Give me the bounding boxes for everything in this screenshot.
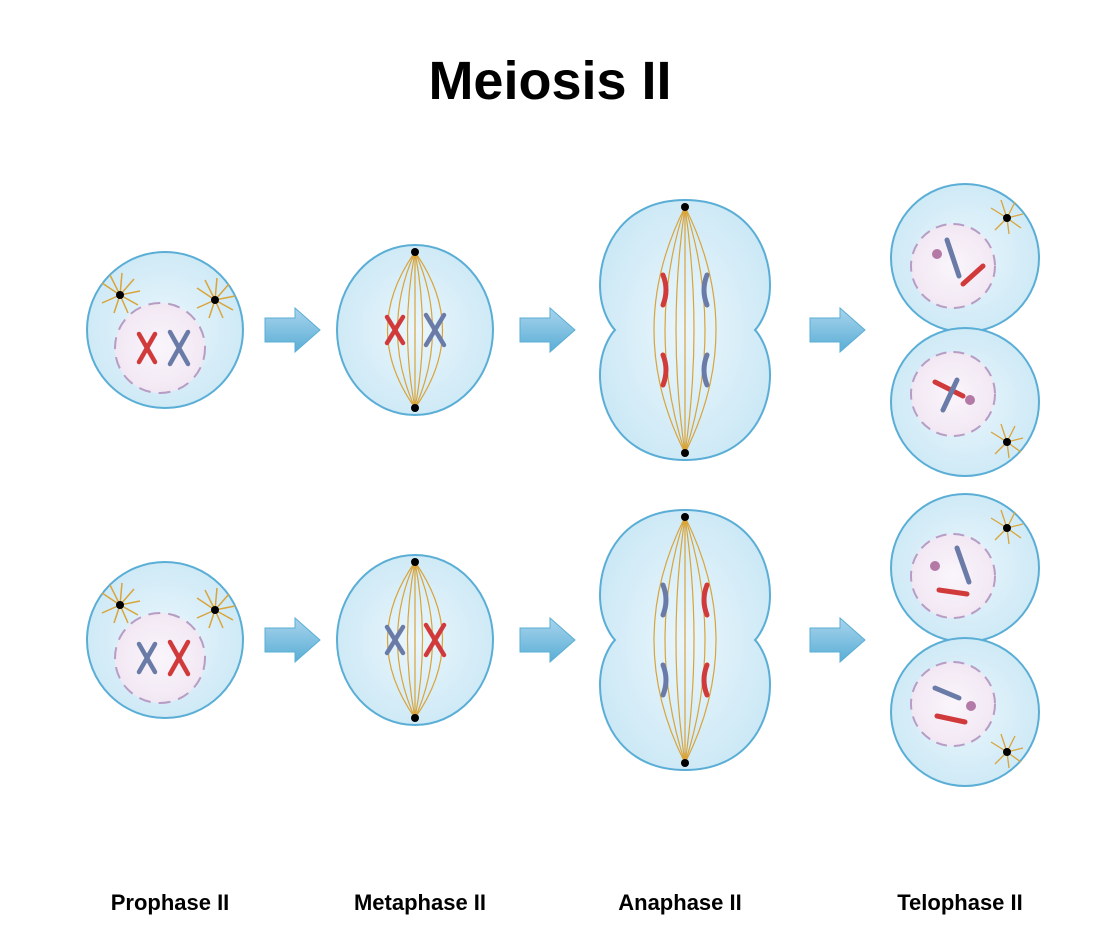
label-metaphase: Metaphase II xyxy=(320,890,520,916)
label-telophase: Telophase II xyxy=(860,890,1060,916)
prophase-cell-row1 xyxy=(87,252,243,408)
arrow-icon xyxy=(520,618,575,662)
metaphase-cell-row2 xyxy=(337,555,493,725)
anaphase-cell-row1 xyxy=(600,200,770,460)
prophase-cell-row2 xyxy=(87,562,243,718)
arrow-icon xyxy=(810,618,865,662)
metaphase-cell-row1 xyxy=(337,245,493,415)
arrow-icon xyxy=(520,308,575,352)
telophase-cells-row2 xyxy=(891,494,1039,786)
label-anaphase: Anaphase II xyxy=(580,890,780,916)
meiosis-diagram xyxy=(0,0,1100,945)
label-prophase: Prophase II xyxy=(70,890,270,916)
anaphase-cell-row2 xyxy=(600,510,770,770)
arrow-icon xyxy=(810,308,865,352)
arrow-icon xyxy=(265,618,320,662)
arrow-icon xyxy=(265,308,320,352)
telophase-cells-row1 xyxy=(891,184,1039,476)
